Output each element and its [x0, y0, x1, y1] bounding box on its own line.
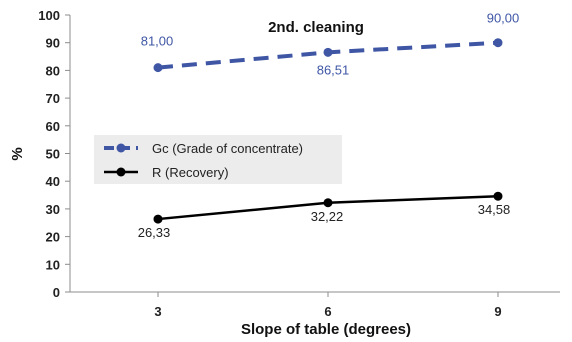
- legend-label: Gc (Grade of concentrate): [152, 141, 303, 156]
- y-tick-label: 50: [46, 147, 60, 162]
- legend-box: [94, 135, 342, 184]
- data-label: 32,22: [311, 209, 344, 224]
- y-tick-label: 0: [53, 285, 60, 300]
- data-point: [153, 63, 163, 73]
- legend-marker: [116, 167, 126, 177]
- x-tick-label: 6: [324, 304, 331, 319]
- y-tick-label: 60: [46, 119, 60, 134]
- data-label: 86,51: [317, 62, 350, 77]
- data-label: 81,00: [141, 34, 174, 49]
- data-point: [323, 47, 333, 57]
- legend-label: R (Recovery): [152, 165, 229, 180]
- data-point: [323, 198, 333, 208]
- x-axis-ticks: 3 6 9: [154, 292, 502, 319]
- y-tick-label: 70: [46, 91, 60, 106]
- y-axis-title: %: [9, 147, 26, 160]
- data-point: [493, 191, 503, 201]
- y-axis-ticks: 0 10 20 30 40 50 60 70 80 90 100: [38, 8, 70, 300]
- series-r: 26,33 32,22 34,58: [138, 191, 511, 240]
- data-point: [153, 214, 163, 224]
- data-label: 34,58: [478, 202, 511, 217]
- y-tick-label: 80: [46, 63, 60, 78]
- y-tick-label: 20: [46, 230, 60, 245]
- y-tick-label: 100: [38, 8, 60, 23]
- legend-marker: [116, 143, 126, 153]
- y-tick-label: 90: [46, 36, 60, 51]
- series-layer: 81,00 86,51 90,00 26,33 32,22 34,58: [138, 11, 520, 240]
- chart-title: 2nd. cleaning: [268, 19, 364, 36]
- data-label: 26,33: [138, 225, 171, 240]
- x-axis-title: Slope of table (degrees): [241, 321, 411, 338]
- legend: Gc (Grade of concentrate) R (Recovery): [94, 135, 342, 184]
- x-tick-label: 9: [494, 304, 501, 319]
- y-tick-label: 30: [46, 202, 60, 217]
- data-point: [493, 38, 503, 48]
- data-label: 90,00: [487, 11, 520, 26]
- y-tick-label: 10: [46, 257, 60, 272]
- x-tick-label: 3: [154, 304, 161, 319]
- series-gc: 81,00 86,51 90,00: [141, 11, 520, 78]
- y-tick-label: 40: [46, 174, 60, 189]
